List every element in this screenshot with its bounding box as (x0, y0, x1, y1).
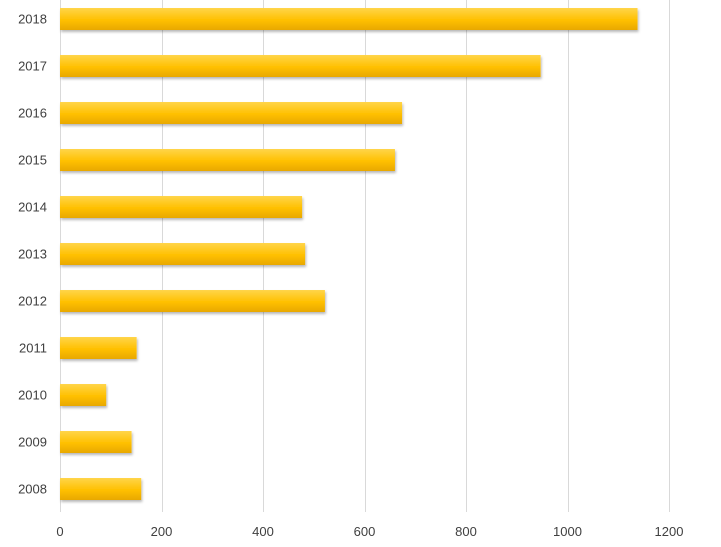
bar-2014 (60, 196, 303, 218)
category-label-2009: 2009 (18, 435, 47, 450)
category-label-2013: 2013 (18, 247, 47, 262)
bar-2009 (60, 431, 132, 453)
category-label-2012: 2012 (18, 294, 47, 309)
bar-2018 (60, 8, 638, 30)
x-tick-label: 600 (354, 524, 376, 539)
bars (60, 8, 638, 500)
x-tick-label: 400 (252, 524, 274, 539)
category-label-2010: 2010 (18, 388, 47, 403)
x-tick-label: 1000 (553, 524, 582, 539)
bar-2017 (60, 55, 541, 77)
bar-2016 (60, 102, 403, 124)
bar-2010 (60, 384, 107, 406)
bar-2015 (60, 149, 395, 171)
category-label-2014: 2014 (18, 200, 47, 215)
bar-2012 (60, 290, 325, 312)
category-label-2011: 2011 (19, 341, 47, 356)
x-tick-label: 800 (455, 524, 477, 539)
category-label-2015: 2015 (18, 153, 47, 168)
bar-2011 (60, 337, 137, 359)
value-axis: 0 200 400 600 800 1000 1200 (56, 524, 683, 539)
x-tick-label: 1200 (655, 524, 684, 539)
category-label-2018: 2018 (18, 12, 47, 27)
category-label-2008: 2008 (18, 482, 47, 497)
x-tick-label: 200 (151, 524, 173, 539)
category-label-2016: 2016 (18, 106, 47, 121)
category-label-2017: 2017 (18, 59, 47, 74)
category-axis: 2018 2017 2016 2015 2014 2013 2012 2011 2010 2009… (18, 12, 47, 497)
bar-2013 (60, 243, 306, 265)
bar-2008 (60, 478, 142, 500)
x-tick-label: 0 (56, 524, 63, 539)
